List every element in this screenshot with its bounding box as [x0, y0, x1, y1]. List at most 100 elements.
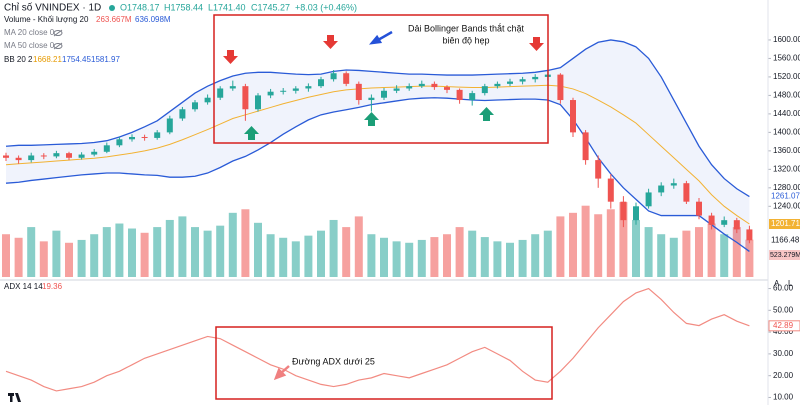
volume-bar: [228, 212, 237, 277]
volume-bar: [493, 241, 502, 277]
candle-body: [166, 118, 173, 133]
hidden-icon[interactable]: [53, 29, 63, 37]
candle-body: [721, 220, 728, 225]
y-tick-label: 1280.00: [773, 183, 800, 192]
candle-body: [330, 73, 337, 80]
bb-legend-value: 1581.97: [91, 55, 120, 64]
volume-bar: [392, 241, 401, 277]
down-arrow: [323, 35, 338, 49]
volume-bar: [380, 237, 388, 277]
candle-body: [78, 154, 85, 158]
volume-bar: [543, 230, 552, 277]
candle-body: [217, 88, 224, 98]
volume-bar: [569, 212, 577, 277]
y-tick-label: 30.00: [773, 349, 794, 358]
candle-body: [318, 79, 324, 87]
volume-bar: [695, 227, 703, 277]
volume-bar: [317, 230, 325, 277]
volume-bar: [52, 230, 61, 277]
candle-body: [494, 83, 501, 87]
volume-bar: [279, 237, 288, 277]
candle-body: [620, 201, 627, 221]
candle-body: [645, 192, 652, 207]
candle-body: [633, 206, 639, 221]
volume-bar: [531, 234, 540, 277]
volume-bar: [480, 237, 489, 277]
scale-button[interactable]: A: [774, 279, 780, 288]
candle-body: [444, 87, 450, 90]
volume-bar: [266, 234, 275, 277]
price-marker: [769, 219, 800, 230]
band-fill: [6, 39, 750, 252]
highlight-box: [215, 326, 553, 400]
candle-body: [733, 220, 740, 230]
adx-marker-label: 42.89: [773, 321, 794, 330]
candle-body: [670, 183, 677, 186]
volume-marker-label: 523.279M: [770, 252, 800, 259]
y-tick-label: 1440.00: [773, 109, 800, 118]
candle-body: [696, 201, 702, 216]
y-tick-label: 40.00: [773, 327, 794, 336]
volume-bar: [27, 227, 36, 277]
candle-body: [469, 93, 476, 101]
volume-bar: [669, 237, 678, 277]
adx-legend-value: 19.36: [42, 282, 63, 291]
candle-body: [607, 178, 614, 202]
volume-bar: [65, 242, 73, 277]
adx-marker: [768, 320, 800, 332]
candle-body: [91, 151, 98, 155]
candle-body: [582, 132, 589, 161]
candle-body: [481, 86, 488, 94]
candle-body: [431, 83, 438, 88]
bb-legend-value: 1668.21: [33, 55, 62, 64]
bb-legend: BB 20 2: [4, 55, 33, 64]
logo: [8, 393, 21, 402]
ohlc-low: L1741.40: [208, 2, 246, 12]
candle-body: [292, 88, 299, 91]
volume-bar: [165, 219, 174, 277]
volume-bar: [14, 237, 23, 277]
candle-body: [229, 86, 236, 89]
volume-bar: [39, 241, 48, 277]
y-tick-label: 1400.00: [773, 127, 800, 136]
ohlc-change: +8.03 (+0.46%): [295, 2, 357, 12]
candle-body: [381, 90, 387, 98]
volume-bar: [581, 205, 590, 277]
volume-bar: [153, 227, 162, 277]
y-tick-label: 1600.00: [773, 35, 800, 44]
y-tick-label: 1560.00: [773, 54, 800, 63]
ohlc-high: H1758.44: [164, 2, 203, 12]
volume-bar: [632, 219, 640, 277]
down-arrow: [529, 37, 544, 51]
price-marker-label: 1201.71: [771, 219, 800, 228]
bb-legend-value: 1754.45: [62, 55, 91, 64]
candle-body: [141, 136, 148, 138]
candle-body: [267, 91, 274, 96]
ohlc-close: C1745.27: [251, 2, 290, 12]
y-tick-label: 1240.00: [773, 201, 800, 210]
candle-body: [154, 132, 161, 138]
price-marker: [769, 191, 800, 202]
scale-button[interactable]: L: [788, 279, 793, 288]
highlight-box: [213, 14, 549, 144]
band-line: [5, 39, 750, 198]
candle-body: [116, 139, 123, 146]
candle-body: [28, 155, 35, 161]
hidden-icon[interactable]: [53, 42, 63, 50]
y-tick-label: 60.00: [773, 284, 794, 293]
candle-body: [129, 136, 135, 140]
candle-body: [343, 73, 350, 84]
volume-legend-value: 636.098M: [135, 15, 171, 24]
annotation: Đường ADX dưới 25: [292, 356, 375, 366]
band-line: [5, 97, 750, 252]
annotation-arrow: [273, 365, 290, 381]
candle-body: [103, 145, 110, 152]
volume-bar: [556, 216, 565, 277]
volume-bar: [115, 223, 124, 277]
candle-body: [355, 83, 362, 101]
volume-bar: [367, 234, 376, 277]
candle-body: [242, 86, 249, 110]
band-middle: [5, 84, 750, 225]
status-dot: [109, 5, 115, 11]
adx-legend: ADX 14 14: [4, 282, 43, 291]
